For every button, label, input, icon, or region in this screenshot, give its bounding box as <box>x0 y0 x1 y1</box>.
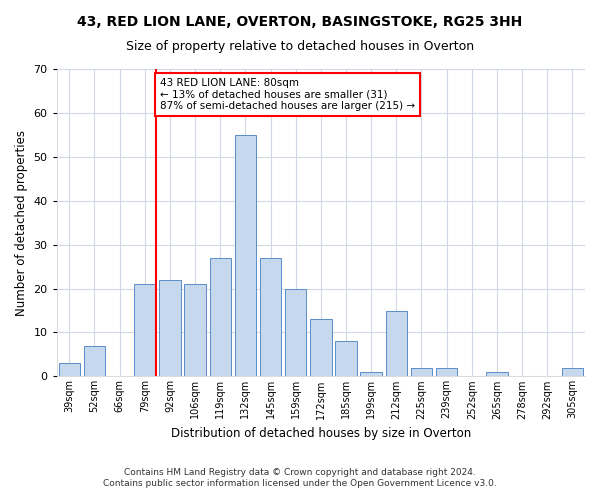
Bar <box>235 135 256 376</box>
Bar <box>486 372 508 376</box>
Bar <box>84 346 105 376</box>
Bar <box>386 310 407 376</box>
Bar <box>285 288 307 376</box>
Y-axis label: Number of detached properties: Number of detached properties <box>15 130 28 316</box>
Bar <box>134 284 155 376</box>
Text: 43, RED LION LANE, OVERTON, BASINGSTOKE, RG25 3HH: 43, RED LION LANE, OVERTON, BASINGSTOKE,… <box>77 15 523 29</box>
Bar <box>209 258 231 376</box>
Bar <box>436 368 457 376</box>
Bar <box>159 280 181 376</box>
Bar <box>184 284 206 376</box>
Text: Contains HM Land Registry data © Crown copyright and database right 2024.
Contai: Contains HM Land Registry data © Crown c… <box>103 468 497 487</box>
Bar <box>361 372 382 376</box>
X-axis label: Distribution of detached houses by size in Overton: Distribution of detached houses by size … <box>171 427 471 440</box>
Bar <box>310 320 332 376</box>
Text: 43 RED LION LANE: 80sqm
← 13% of detached houses are smaller (31)
87% of semi-de: 43 RED LION LANE: 80sqm ← 13% of detache… <box>160 78 415 111</box>
Text: Size of property relative to detached houses in Overton: Size of property relative to detached ho… <box>126 40 474 53</box>
Bar <box>562 368 583 376</box>
Bar <box>335 342 357 376</box>
Bar <box>411 368 432 376</box>
Bar <box>260 258 281 376</box>
Bar <box>59 363 80 376</box>
